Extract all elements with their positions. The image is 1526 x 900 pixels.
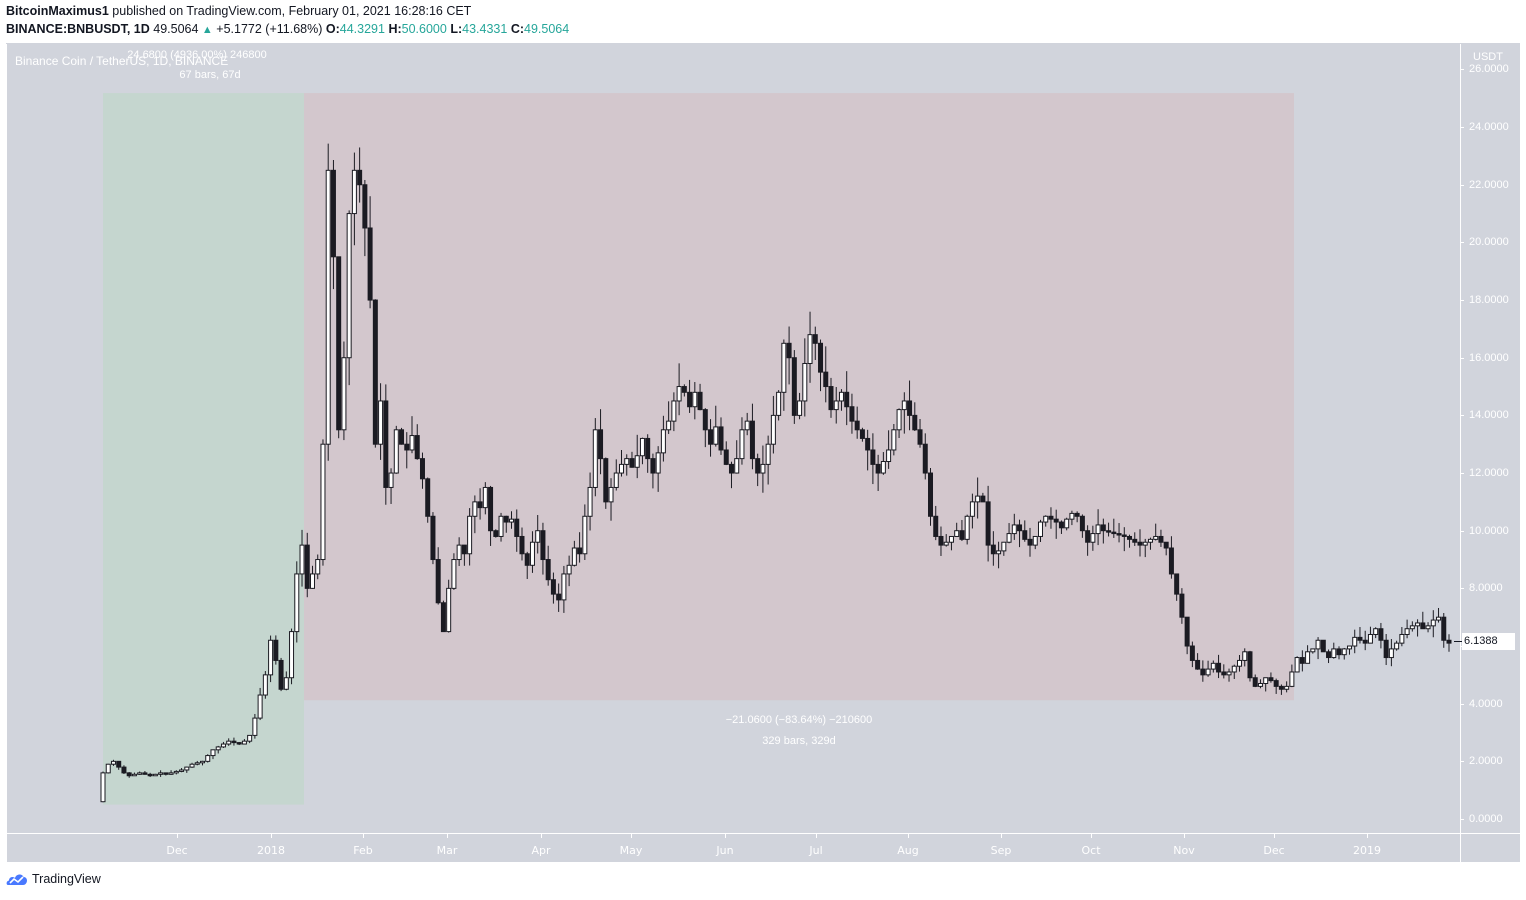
header-divider: [6, 43, 1520, 44]
measure-down-zone: [304, 93, 1294, 701]
time-axis-tick: [541, 834, 542, 838]
low-label: L:: [450, 22, 463, 36]
time-axis-label: Dec: [1263, 844, 1285, 857]
price-axis-tick: [1460, 357, 1464, 359]
candlestick-plot[interactable]: [7, 44, 1460, 833]
price-axis-tick: [1460, 242, 1464, 244]
time-axis-tick: [631, 834, 632, 838]
time-axis-tick: [1184, 834, 1185, 838]
chart-symbol-title: Binance Coin / TetherUS, 1D, BINANCE: [15, 54, 229, 68]
time-axis-label: Mar: [436, 844, 458, 857]
high-value: 50.6000: [401, 22, 447, 36]
price-axis-label: 14.0000: [1469, 409, 1509, 422]
price-axis-tick: [1460, 415, 1464, 417]
time-axis-label: Oct: [1081, 844, 1101, 857]
published-text: published on TradingView.com, February 0…: [112, 4, 472, 18]
publish-info: BitcoinMaximus1 published on TradingView…: [6, 4, 471, 18]
close-value: 49.5064: [524, 22, 570, 36]
measure-down-result: −21.0600 (−83.64%) −210600: [725, 714, 873, 726]
measure-up-zone: [103, 93, 304, 805]
price-axis-label: 8.0000: [1469, 582, 1503, 595]
time-axis-tick: [1274, 834, 1275, 838]
price-axis-label: 18.0000: [1469, 294, 1509, 307]
tradingview-cloud-icon: [6, 874, 28, 885]
last-price: 49.5064: [153, 22, 199, 36]
open-label: O:: [325, 22, 340, 36]
time-axis-label: Apr: [531, 844, 551, 857]
high-label: H:: [388, 22, 402, 36]
currency-label: USDT: [1473, 51, 1503, 63]
time-axis-tick: [1001, 834, 1002, 838]
price-change: +5.1772 (+11.68%): [216, 22, 323, 36]
time-axis-tick: [363, 834, 364, 838]
symbol-label: BINANCE:BNBUSDT, 1D: [6, 22, 150, 36]
time-axis-tick: [1367, 834, 1368, 838]
price-axis-border: [1460, 44, 1461, 862]
price-axis-tick: [1460, 588, 1464, 590]
time-axis-label: Nov: [1173, 844, 1195, 857]
price-axis-label: 26.0000: [1469, 63, 1509, 76]
measure-up-result: 24.6800 (4936.00%) 246800: [127, 49, 267, 61]
low-value: 43.4331: [462, 22, 508, 36]
price-axis-tick: [1460, 69, 1464, 71]
time-axis-label: Dec: [166, 844, 188, 857]
current-price-tag: 6.1388: [1462, 633, 1515, 650]
measure-up-bars: 67 bars, 67d: [179, 69, 241, 81]
time-axis-label: May: [619, 844, 643, 857]
open-value: 44.3291: [339, 22, 385, 36]
measure-down-bars: 329 bars, 329d: [762, 735, 836, 747]
price-axis-tick: [1460, 184, 1464, 186]
time-axis-tick: [271, 834, 272, 838]
price-axis-tick: [1460, 761, 1464, 763]
time-axis-label: 2018: [257, 844, 285, 857]
time-axis-label: Sep: [990, 844, 1012, 857]
price-axis-tick: [1460, 819, 1464, 820]
chart-pane[interactable]: Binance Coin / TetherUS, 1D, BINANCE 24.…: [7, 44, 1520, 862]
time-axis-label: Feb: [353, 844, 373, 857]
price-axis-label: 16.0000: [1469, 351, 1509, 364]
time-axis-label: Jul: [809, 844, 823, 857]
footer-brand-label: TradingView: [32, 872, 101, 886]
time-axis-label: Jun: [716, 844, 734, 857]
price-axis-tick: [1460, 703, 1464, 705]
time-axis-tick: [1091, 834, 1092, 838]
time-axis-tick: [447, 834, 448, 838]
time-axis-label: 2019: [1353, 844, 1381, 857]
time-axis-border: [7, 833, 1520, 834]
price-tag-tick: [1454, 641, 1462, 642]
price-axis-tick: [1460, 530, 1464, 532]
footer-brand[interactable]: TradingView: [6, 872, 101, 886]
time-axis-tick: [177, 834, 178, 838]
price-axis-tick: [1460, 473, 1464, 475]
author-name[interactable]: BitcoinMaximus1: [6, 4, 109, 18]
time-axis-tick: [725, 834, 726, 838]
price-axis-label: 12.0000: [1469, 467, 1509, 480]
price-axis-label: 10.0000: [1469, 524, 1509, 537]
time-axis-label: Aug: [897, 844, 919, 857]
price-axis-label: 4.0000: [1469, 697, 1503, 710]
time-axis-tick: [908, 834, 909, 838]
price-axis-label: 2.0000: [1469, 755, 1503, 768]
price-axis-tick: [1460, 127, 1464, 129]
price-axis-label: 20.0000: [1469, 236, 1509, 249]
close-label: C:: [510, 22, 525, 36]
price-axis-label: 24.0000: [1469, 121, 1509, 134]
price-axis-tick: [1460, 300, 1464, 302]
price-axis-label: 0.0000: [1469, 813, 1503, 825]
symbol-ohlc-line: BINANCE:BNBUSDT, 1D 49.5064 ▲ +5.1772 (+…: [6, 22, 569, 36]
price-axis-label: 22.0000: [1469, 178, 1509, 191]
triangle-up-icon: ▲: [201, 24, 213, 36]
time-axis-tick: [816, 834, 817, 838]
